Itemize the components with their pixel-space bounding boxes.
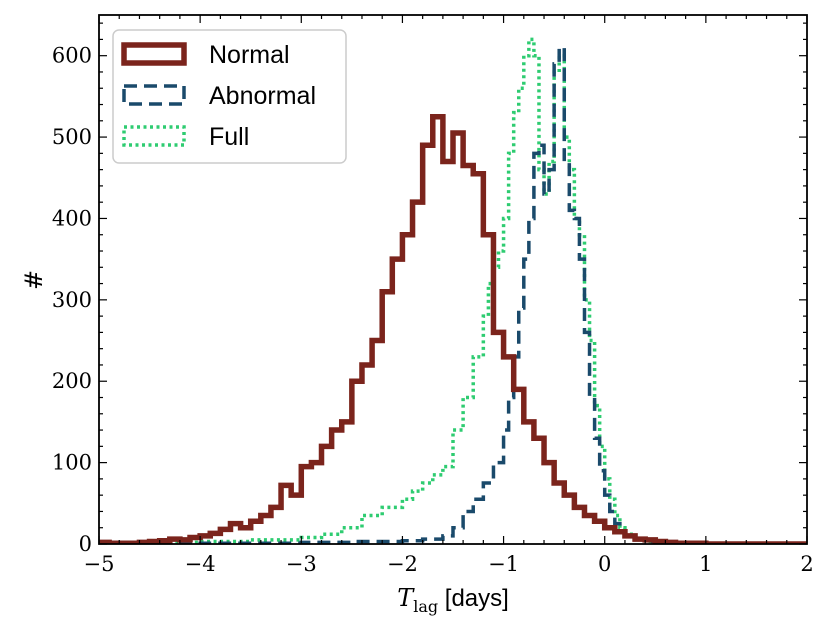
legend: Normal Abnormal Full [112, 29, 347, 164]
legend-label-full: Full [209, 123, 249, 151]
y-tick-label: 300 [52, 288, 92, 312]
x-tick-label: −4 [185, 552, 216, 576]
x-tick-label: −5 [84, 552, 115, 576]
y-tick-label: 600 [52, 44, 92, 68]
x-tick-label: −2 [387, 552, 418, 576]
y-tick-labels: 0 100 200 300 400 500 600 [52, 44, 92, 556]
x-axis-label: Tlag [days] [397, 584, 509, 616]
series-normal-line [99, 113, 807, 544]
y-tick-label: 500 [52, 125, 92, 149]
legend-swatch-normal [121, 42, 187, 66]
legend-label-abnormal: Abnormal [209, 82, 316, 110]
y-tick-label: 400 [52, 206, 92, 230]
legend-items: Normal Abnormal Full [121, 41, 316, 151]
y-axis-label: # [20, 270, 48, 290]
y-tick-label: 200 [52, 369, 92, 393]
ticks-layer [98, 15, 808, 545]
series-abnormal-line [99, 45, 807, 544]
x-tick-labels: −5 −4 −3 −2 −1 0 1 2 [84, 552, 814, 576]
series-layer [99, 37, 807, 544]
x-axis-label-symbol: T [397, 584, 415, 612]
series-full-line [99, 37, 807, 544]
y-tick-label: 100 [52, 451, 92, 475]
y-tick-label: 0 [79, 532, 92, 556]
x-tick-label: 0 [598, 552, 611, 576]
x-tick-label: −1 [488, 552, 519, 576]
legend-swatch-abnormal [122, 84, 186, 106]
plot-frame [98, 14, 808, 545]
legend-label-normal: Normal [209, 41, 290, 69]
x-axis-label-unit: [days] [438, 585, 509, 612]
x-tick-label: 2 [800, 552, 813, 576]
x-tick-label: 1 [699, 552, 712, 576]
x-axis-label-subscript: lag [413, 597, 438, 616]
x-tick-label: −3 [286, 552, 317, 576]
